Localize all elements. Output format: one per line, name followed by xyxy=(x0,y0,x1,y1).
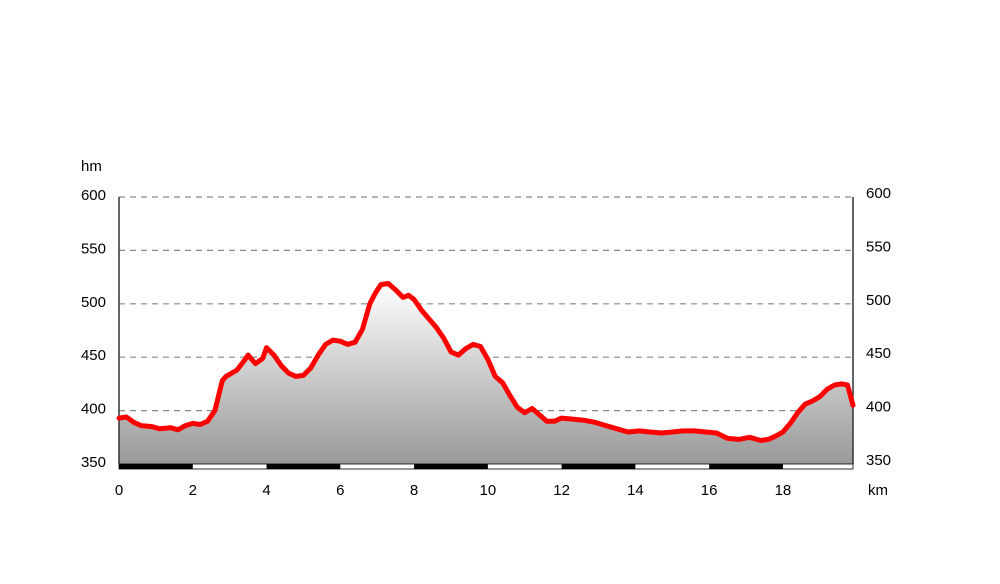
x-tick-label: 14 xyxy=(627,482,644,499)
y-tick-label-left: 500 xyxy=(81,294,106,311)
x-tick-label: 4 xyxy=(262,482,270,499)
x-tick-label: 2 xyxy=(189,482,197,499)
x-tick-label: 0 xyxy=(115,482,123,499)
x-axis-tick-labels: 0 2 4 6 8 10 12 14 16 18 xyxy=(115,482,791,499)
elevation-line xyxy=(116,281,856,443)
x-tick-label: 12 xyxy=(553,482,570,499)
y-tick-label-right: 450 xyxy=(866,345,891,362)
y-tick-label-right: 350 xyxy=(866,452,891,469)
y-tick-label-right: 400 xyxy=(866,399,891,416)
scale-bar-segment xyxy=(414,464,488,469)
distance-scale-bar xyxy=(118,463,854,470)
y-axis-right-tick-labels: 350 400 450 500 550 600 xyxy=(866,185,891,469)
y-axis-left-tick-labels: 350 400 450 500 550 600 xyxy=(81,187,106,471)
x-tick-label: 18 xyxy=(775,482,792,499)
x-tick-label: 16 xyxy=(701,482,718,499)
scale-bar-segment xyxy=(561,464,636,469)
x-tick-label: 6 xyxy=(336,482,344,499)
scale-bar-segment xyxy=(709,464,783,469)
x-tick-label: 8 xyxy=(410,482,418,499)
y-tick-label-right: 600 xyxy=(866,185,891,202)
x-tick-label: 10 xyxy=(480,482,497,499)
scale-bar-segment xyxy=(266,464,341,469)
y-tick-label-left: 600 xyxy=(81,187,106,204)
x-axis-unit-label: km xyxy=(868,482,888,499)
scale-bar-segment xyxy=(119,464,193,469)
y-axis-unit-label: hm xyxy=(81,158,102,175)
y-tick-label-right: 550 xyxy=(866,238,891,255)
y-tick-label-left: 550 xyxy=(81,240,106,257)
y-tick-label-left: 450 xyxy=(81,347,106,364)
y-tick-label-left: 400 xyxy=(81,401,106,418)
elevation-area xyxy=(119,283,853,464)
y-tick-label-right: 500 xyxy=(866,292,891,309)
y-tick-label-left: 350 xyxy=(81,454,106,471)
